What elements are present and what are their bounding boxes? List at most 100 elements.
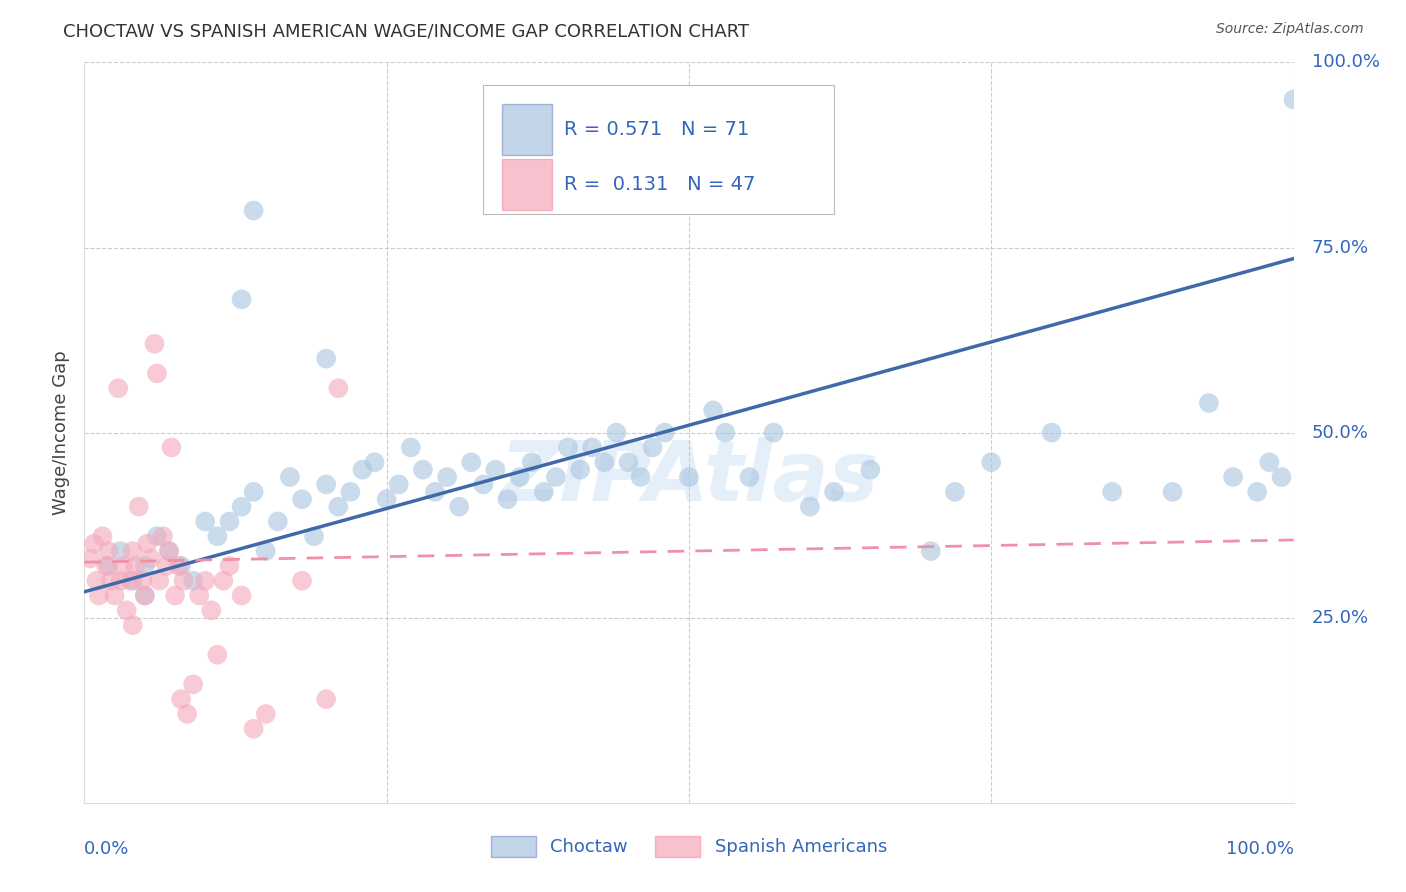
Point — [120, 574, 142, 588]
Point — [242, 203, 264, 218]
Point — [352, 462, 374, 476]
Point — [1258, 455, 1281, 469]
Text: 50.0%: 50.0% — [1312, 424, 1368, 442]
FancyBboxPatch shape — [502, 159, 553, 211]
Point — [121, 544, 143, 558]
Text: 100.0%: 100.0% — [1226, 840, 1294, 858]
Legend: Choctaw, Spanish Americans: Choctaw, Spanish Americans — [484, 829, 894, 864]
Point — [267, 515, 290, 529]
Point — [146, 367, 169, 381]
Point — [569, 462, 592, 476]
Point — [738, 470, 761, 484]
Point — [128, 500, 150, 514]
Point — [678, 470, 700, 484]
Point — [315, 692, 337, 706]
Point — [339, 484, 361, 499]
Point — [1222, 470, 1244, 484]
Point — [155, 558, 177, 573]
Point — [139, 551, 162, 566]
Point — [980, 455, 1002, 469]
Point — [176, 706, 198, 721]
Point — [110, 544, 132, 558]
Point — [131, 574, 153, 588]
Point — [212, 574, 235, 588]
Point — [581, 441, 603, 455]
Point — [533, 484, 555, 499]
Text: 0.0%: 0.0% — [84, 840, 129, 858]
Point — [86, 574, 108, 588]
Point — [170, 692, 193, 706]
Point — [200, 603, 222, 617]
Point — [115, 603, 138, 617]
Text: 25.0%: 25.0% — [1312, 608, 1369, 627]
Point — [170, 558, 193, 573]
Point — [799, 500, 821, 514]
Point — [121, 618, 143, 632]
Point — [165, 589, 187, 603]
Point — [160, 441, 183, 455]
Point — [714, 425, 737, 440]
Point — [302, 529, 325, 543]
Point — [436, 470, 458, 484]
Point — [399, 441, 422, 455]
Point — [121, 574, 143, 588]
Point — [157, 544, 180, 558]
Point — [630, 470, 652, 484]
Point — [83, 536, 105, 550]
Point — [231, 589, 253, 603]
Point — [143, 336, 166, 351]
FancyBboxPatch shape — [502, 103, 553, 154]
Point — [328, 381, 350, 395]
Point — [181, 677, 204, 691]
Point — [242, 722, 264, 736]
Point — [472, 477, 495, 491]
Point — [173, 574, 195, 588]
Point — [134, 558, 156, 573]
Point — [920, 544, 942, 558]
Point — [188, 589, 211, 603]
Point — [1040, 425, 1063, 440]
Point — [167, 558, 190, 573]
Point — [291, 574, 314, 588]
Point — [194, 574, 217, 588]
Point — [544, 470, 567, 484]
Point — [388, 477, 411, 491]
Text: CHOCTAW VS SPANISH AMERICAN WAGE/INCOME GAP CORRELATION CHART: CHOCTAW VS SPANISH AMERICAN WAGE/INCOME … — [63, 22, 749, 40]
Point — [520, 455, 543, 469]
Point — [1270, 470, 1292, 484]
Point — [412, 462, 434, 476]
Point — [97, 544, 120, 558]
Point — [363, 455, 385, 469]
Text: R = 0.571   N = 71: R = 0.571 N = 71 — [564, 120, 749, 138]
Point — [157, 544, 180, 558]
Point — [87, 589, 110, 603]
Point — [278, 470, 301, 484]
Point — [254, 706, 277, 721]
Point — [654, 425, 676, 440]
Point — [231, 500, 253, 514]
Point — [1282, 92, 1305, 106]
Point — [100, 574, 122, 588]
Point — [328, 500, 350, 514]
Point — [291, 492, 314, 507]
Point — [254, 544, 277, 558]
Point — [112, 558, 135, 573]
Point — [1246, 484, 1268, 499]
Point — [124, 558, 146, 573]
Point — [146, 529, 169, 543]
Text: 75.0%: 75.0% — [1312, 238, 1369, 257]
Point — [134, 589, 156, 603]
Point — [762, 425, 785, 440]
Point — [617, 455, 640, 469]
Point — [136, 536, 159, 550]
Point — [107, 381, 129, 395]
Point — [104, 589, 127, 603]
Text: Source: ZipAtlas.com: Source: ZipAtlas.com — [1216, 22, 1364, 37]
Point — [94, 558, 117, 573]
Point — [194, 515, 217, 529]
Point — [152, 529, 174, 543]
Point — [509, 470, 531, 484]
Point — [79, 551, 101, 566]
Point — [593, 455, 616, 469]
Point — [1198, 396, 1220, 410]
